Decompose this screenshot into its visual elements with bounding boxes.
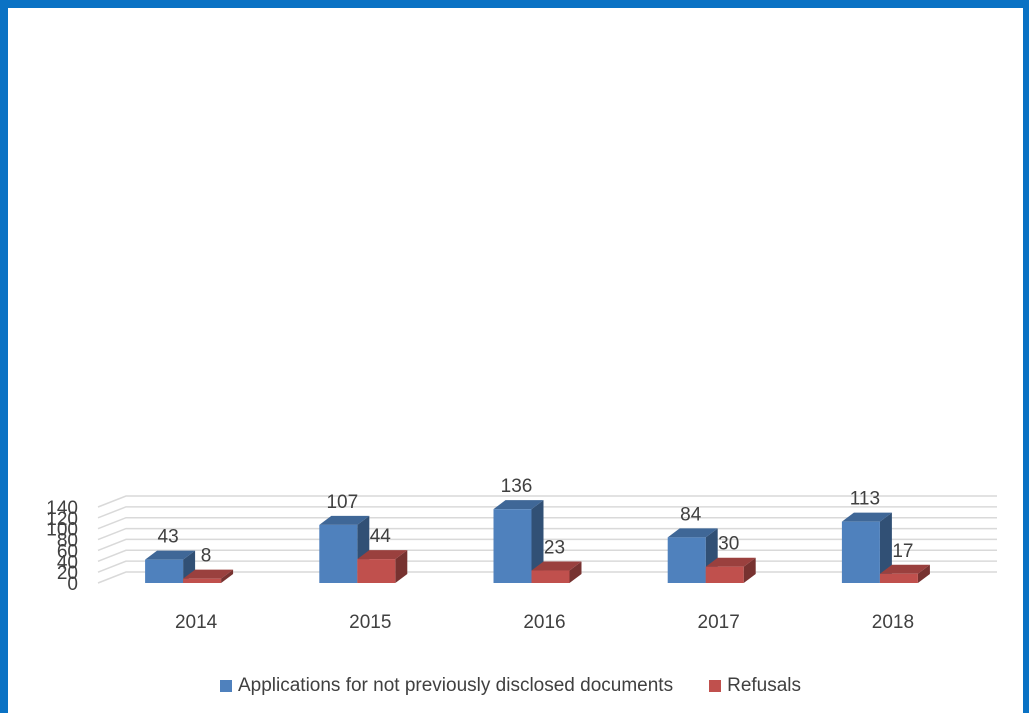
legend-label-applications: Applications for not previously disclose… [237,675,674,696]
bar-front [319,524,358,583]
bar-refusals-2018 [879,564,930,583]
bar-front [493,509,532,583]
bar-side [531,500,544,583]
bar-refusals-2017 [705,557,756,583]
legend-label-refusals: Refusals [727,675,802,696]
data-label: 17 [892,541,913,562]
bar-applications-2014 [145,550,196,583]
x-tick-label: 2014 [175,612,218,633]
bar-side [743,557,756,583]
bar-applications-2015 [319,515,370,583]
bar-top [841,512,892,522]
data-label: 44 [370,526,392,547]
y-tick-label: 120 [46,509,78,530]
data-label: 107 [326,492,358,513]
y-tick-label: 60 [57,541,78,562]
data-label: 8 [201,546,212,567]
bar-refusals-2015 [357,550,408,583]
bar-top [493,500,544,510]
y-tick-label: 100 [46,520,78,541]
bar-front [705,566,744,583]
legend-swatch-applications [219,680,232,692]
bar-side [221,569,234,583]
y-tick-label: 80 [57,531,78,552]
bar-refusals-2016 [531,561,582,583]
bar-applications-2018 [841,512,892,583]
bar-front [145,559,184,583]
x-tick-label: 2016 [523,612,565,633]
bar-front [841,521,880,583]
bar-front [879,573,918,583]
data-label: 43 [158,527,179,548]
bar-top [531,561,582,571]
bars: 43 8 2014 107 44 2015 136 23 2016 84 30 2017 113 17 20… [145,476,930,633]
chart-legend: Applications for not previously disclose… [0,672,1029,700]
bar-refusals-2014 [183,569,234,583]
bar-top [357,550,408,560]
data-label: 84 [680,504,702,525]
data-label: 30 [718,534,739,555]
legend-item-refusals: Refusals [709,675,801,697]
bar-side [917,564,930,583]
y-tick-label: 0 [67,574,78,595]
data-label: 136 [501,476,533,497]
data-label: 23 [544,538,565,559]
bar-front [357,559,396,583]
bar-applications-2016 [493,500,544,583]
bar-top [183,569,234,579]
y-tick-label: 40 [57,552,78,573]
x-tick-label: 2017 [698,612,740,633]
bar-top [667,528,718,538]
bar-front [183,578,222,583]
gridlines [97,495,997,584]
bar-top [879,564,930,574]
bar-side [395,550,408,583]
legend-swatch-refusals [709,680,722,692]
legend-item-applications: Applications for not previously disclose… [219,675,674,697]
gridline [97,495,997,508]
bar-top [705,557,756,567]
x-tick-label: 2015 [349,612,391,633]
data-label: 113 [850,489,880,510]
bar-side [879,512,892,583]
x-tick-label: 2018 [872,612,914,633]
bar-front [667,537,706,583]
bar-front [531,570,570,583]
bar-top [319,515,370,525]
y-tick-label: 140 [46,498,78,519]
bar-side [569,561,582,583]
gridline [97,516,997,530]
y-tick-label: 20 [57,563,78,584]
gridline [97,506,997,519]
bar-top [145,550,196,560]
